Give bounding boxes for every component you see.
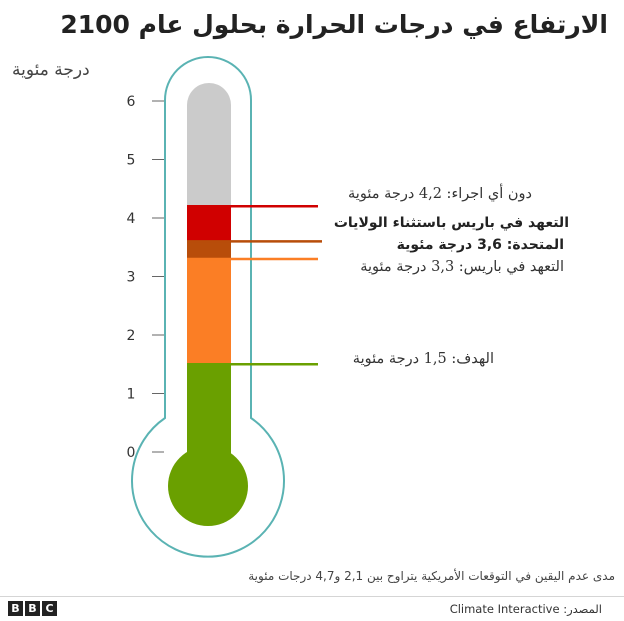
source-label: المصدر: xyxy=(563,602,602,616)
annotation-target: الهدف: 1,5 درجة مئوية xyxy=(352,351,494,367)
annotation-lines xyxy=(187,205,322,366)
y-tick-label: 1 xyxy=(127,387,136,403)
thermometer-bulb xyxy=(168,446,248,526)
y-tick-label: 6 xyxy=(127,94,136,110)
source-value: Climate Interactive xyxy=(449,602,560,616)
bbc-logo: B B C xyxy=(8,601,57,616)
thermometer-chart: 0 1 2 3 4 5 6 xyxy=(127,56,322,558)
segment-orange xyxy=(187,258,231,365)
y-axis-unit-label: درجة مئوية xyxy=(12,60,90,80)
y-tick-label: 0 xyxy=(127,445,136,461)
annotation-paris-pledge: التعهد في باريس: 3,3 درجة مئوية xyxy=(360,259,564,275)
annotation-no-action: دون أي اجراء: 4,2 درجة مئوية xyxy=(348,186,532,202)
segment-red xyxy=(187,206,231,242)
annotation-paris-excl-us-line2: المتحدة: 3,6 درجة مئوية xyxy=(396,237,564,253)
y-tick-label: 3 xyxy=(127,270,136,286)
source-line: المصدر: Climate Interactive xyxy=(450,602,602,616)
y-tick-label: 2 xyxy=(127,328,136,344)
segment-empty xyxy=(187,83,231,229)
chart-title: الارتفاع في درجات الحرارة بحلول عام 2100 xyxy=(60,10,608,39)
logo-letter: B xyxy=(8,601,23,616)
y-tick-label: 4 xyxy=(127,211,136,227)
annotation-paris-excl-us-line1: التعهد في باريس باستثناء الولايات xyxy=(333,215,569,231)
footnote: مدى عدم اليقين في التوقعات الأمريكية يتر… xyxy=(248,569,615,583)
y-axis: 0 1 2 3 4 5 6 xyxy=(127,94,164,461)
logo-letter: B xyxy=(25,601,40,616)
footer-divider xyxy=(0,596,624,597)
y-tick-label: 5 xyxy=(127,153,136,169)
segment-dark_orange xyxy=(187,241,231,259)
logo-letter: C xyxy=(42,601,57,616)
thermometer-fill xyxy=(187,83,231,470)
